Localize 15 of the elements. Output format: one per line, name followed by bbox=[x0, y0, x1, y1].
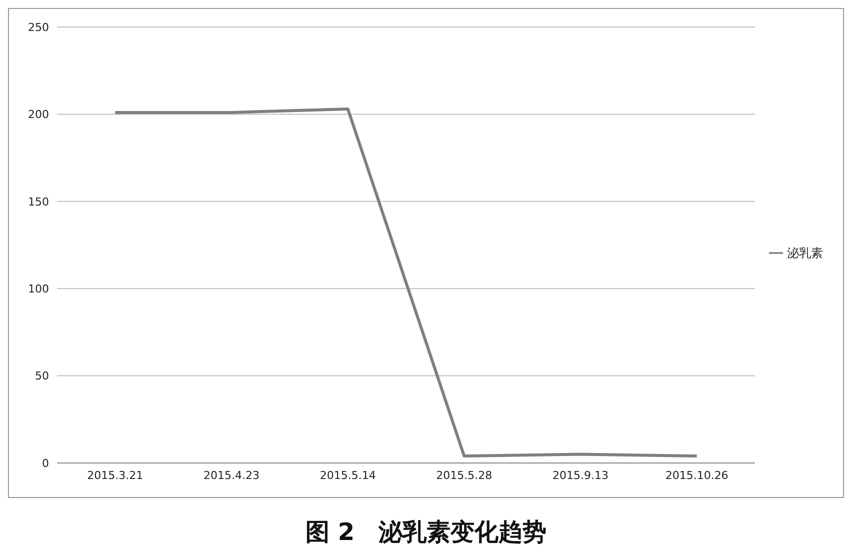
x-tick-label: 2015.9.13 bbox=[552, 468, 608, 482]
x-tick-label: 2015.3.21 bbox=[87, 468, 144, 482]
line-series bbox=[114, 107, 698, 458]
x-tick-label: 2015.5.28 bbox=[436, 468, 492, 482]
x-tick-label: 2015.4.23 bbox=[204, 468, 260, 482]
x-tick-label: 2015.10.26 bbox=[665, 468, 728, 482]
y-tick-label: 0 bbox=[42, 456, 49, 470]
y-tick-label: 150 bbox=[28, 195, 49, 208]
y-tick-label: 100 bbox=[28, 282, 49, 296]
text: 图 2 泌乳素变化趋势 bbox=[304, 517, 548, 548]
x-tick-label: 2015.5.14 bbox=[320, 468, 376, 482]
legend-label: 泌乳素 bbox=[787, 246, 823, 260]
y-tick-label: 250 bbox=[28, 20, 49, 34]
y-tick-label: 50 bbox=[35, 370, 49, 383]
y-tick-label: 200 bbox=[28, 108, 49, 122]
